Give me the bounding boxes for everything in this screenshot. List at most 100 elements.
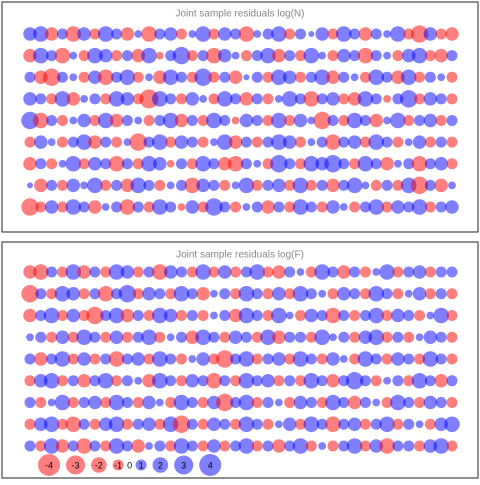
bubble	[230, 440, 242, 452]
bubble	[100, 136, 112, 148]
bubble	[338, 418, 350, 430]
bubble	[228, 308, 243, 323]
bubble	[357, 91, 374, 107]
bubble	[391, 308, 405, 323]
bubble	[284, 179, 296, 191]
bubble	[262, 93, 274, 105]
bubble	[219, 440, 231, 452]
bubble	[424, 201, 436, 213]
bubble	[307, 116, 316, 125]
bubble	[446, 288, 458, 300]
bubble	[414, 115, 426, 126]
bubble	[435, 93, 447, 105]
bubble	[381, 397, 393, 408]
bubble	[272, 439, 286, 453]
bubble	[251, 136, 263, 148]
bubble	[327, 50, 339, 62]
bubble	[390, 112, 406, 129]
bubble	[238, 351, 255, 367]
bubble	[142, 287, 156, 301]
bubble	[424, 375, 436, 387]
bubble	[271, 134, 287, 150]
bubble	[46, 50, 58, 62]
bubble	[251, 353, 263, 365]
bubble	[295, 418, 307, 430]
bubble	[175, 28, 187, 40]
bubble	[390, 26, 406, 42]
bubble	[186, 266, 198, 278]
bubble	[69, 73, 78, 82]
bubble	[89, 288, 101, 300]
bubble	[346, 438, 363, 454]
bubble	[303, 155, 320, 172]
bubble	[46, 158, 58, 170]
bubble	[186, 115, 198, 126]
bubble	[208, 93, 220, 105]
bubble	[281, 91, 298, 107]
bubble	[327, 28, 339, 40]
bubble	[349, 50, 361, 62]
bubble	[411, 199, 428, 215]
bubble	[35, 440, 47, 452]
bubble	[423, 439, 438, 453]
bubble	[216, 350, 234, 368]
bubble	[163, 265, 178, 279]
bubble	[186, 288, 198, 300]
bubble	[78, 288, 90, 300]
bubble	[403, 266, 415, 278]
bubble	[56, 201, 68, 213]
bubble	[46, 93, 58, 105]
bubble	[251, 331, 263, 343]
bubble	[143, 115, 155, 126]
bubble	[414, 93, 426, 105]
bubble	[199, 94, 208, 103]
bubble	[308, 30, 315, 38]
bubble	[35, 397, 47, 408]
bubble	[23, 92, 37, 106]
bubble	[185, 374, 200, 388]
bubble	[76, 134, 92, 150]
bubble	[316, 136, 328, 148]
bubble	[359, 288, 371, 300]
bubble	[230, 266, 242, 278]
bubble	[65, 416, 82, 433]
bubble	[260, 47, 276, 64]
bubble	[434, 417, 448, 431]
bubble	[89, 418, 101, 430]
bubble	[108, 351, 125, 367]
bubble	[303, 47, 320, 64]
bubble	[218, 27, 232, 41]
bubble	[35, 93, 47, 105]
bubble	[262, 71, 274, 83]
bubble	[381, 71, 393, 83]
bubble	[24, 136, 36, 148]
bubble	[195, 26, 211, 42]
bubble	[65, 199, 82, 215]
bubble	[186, 136, 198, 148]
bubble	[109, 113, 124, 128]
bubble	[89, 331, 101, 343]
bubble	[108, 438, 125, 454]
bubble	[370, 28, 382, 40]
bubble	[43, 416, 60, 433]
bubble	[120, 27, 135, 41]
bubble	[152, 264, 168, 280]
bubble	[305, 179, 317, 191]
bubble	[34, 417, 48, 431]
bubble	[108, 307, 125, 324]
bubble	[251, 375, 263, 387]
bubble	[314, 69, 330, 86]
bubble	[239, 113, 254, 128]
bubble	[99, 417, 113, 431]
legend-bubble	[66, 455, 86, 475]
bubble	[338, 158, 350, 170]
bubble	[272, 287, 286, 301]
bubble	[67, 397, 79, 408]
bubble	[46, 115, 58, 126]
bubble	[230, 418, 242, 430]
bubble	[390, 394, 406, 411]
bubble	[381, 201, 393, 213]
bubble	[162, 69, 179, 86]
bubble	[227, 155, 244, 172]
